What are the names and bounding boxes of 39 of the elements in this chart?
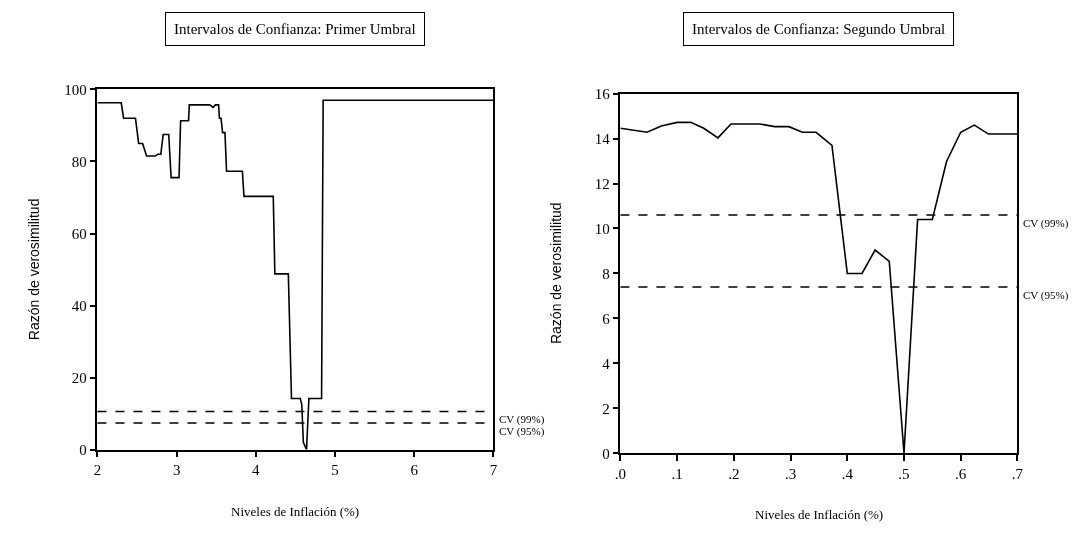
x-tick-label: .4: [841, 466, 854, 483]
ref-line-label: CV (99%): [1023, 217, 1069, 230]
y-tick-label: 12: [594, 175, 610, 192]
ref-line-label: CV (95%): [1023, 289, 1069, 302]
x-tick-label: .5: [898, 466, 910, 483]
y-axis-title: Razón de verosimilitud: [548, 202, 565, 345]
chart-title: Intervalos de Confianza: Primer Umbral: [174, 21, 416, 37]
y-tick-label: 6: [602, 310, 611, 327]
y-tick-label: 8: [602, 265, 610, 282]
y-tick-label: 80: [71, 153, 87, 170]
x-tick-label: .6: [955, 466, 967, 483]
chart-title: Intervalos de Confianza: Segundo Umbral: [692, 21, 946, 37]
y-tick-label: 0: [602, 445, 610, 462]
ref-line-label: CV (95%): [499, 425, 545, 438]
y-tick-label: 16: [594, 85, 611, 102]
y-tick-label: 60: [71, 225, 87, 242]
x-tick-label: .2: [728, 466, 740, 483]
x-tick-label: 7: [489, 462, 498, 479]
y-tick-label: 0: [79, 441, 87, 458]
y-axis-title: Razón de verosimilitud: [26, 198, 43, 341]
x-tick-label: 5: [331, 462, 339, 479]
x-tick-label: 4: [252, 462, 261, 479]
y-tick-label: 40: [71, 297, 87, 314]
y-tick-label: 10: [594, 220, 610, 237]
x-tick-label: 2: [93, 462, 102, 479]
x-tick-label: .3: [784, 466, 797, 483]
y-tick-label: 20: [71, 369, 87, 386]
y-tick-label: 14: [594, 130, 611, 147]
y-tick-label: 4: [602, 355, 611, 372]
x-tick-label: 6: [410, 462, 419, 479]
x-tick-label: .1: [671, 466, 683, 483]
y-tick-label: 2: [602, 400, 610, 417]
y-tick-label: 100: [64, 81, 87, 98]
ref-line-label: CV (99%): [499, 413, 545, 426]
x-tick-label: .0: [614, 466, 627, 483]
x-tick-label: 3: [172, 462, 181, 479]
x-tick-label: .7: [1011, 466, 1024, 483]
x-axis-title: Niveles de Inflación (%): [231, 504, 360, 519]
x-axis-title: Niveles de Inflación (%): [755, 507, 884, 522]
